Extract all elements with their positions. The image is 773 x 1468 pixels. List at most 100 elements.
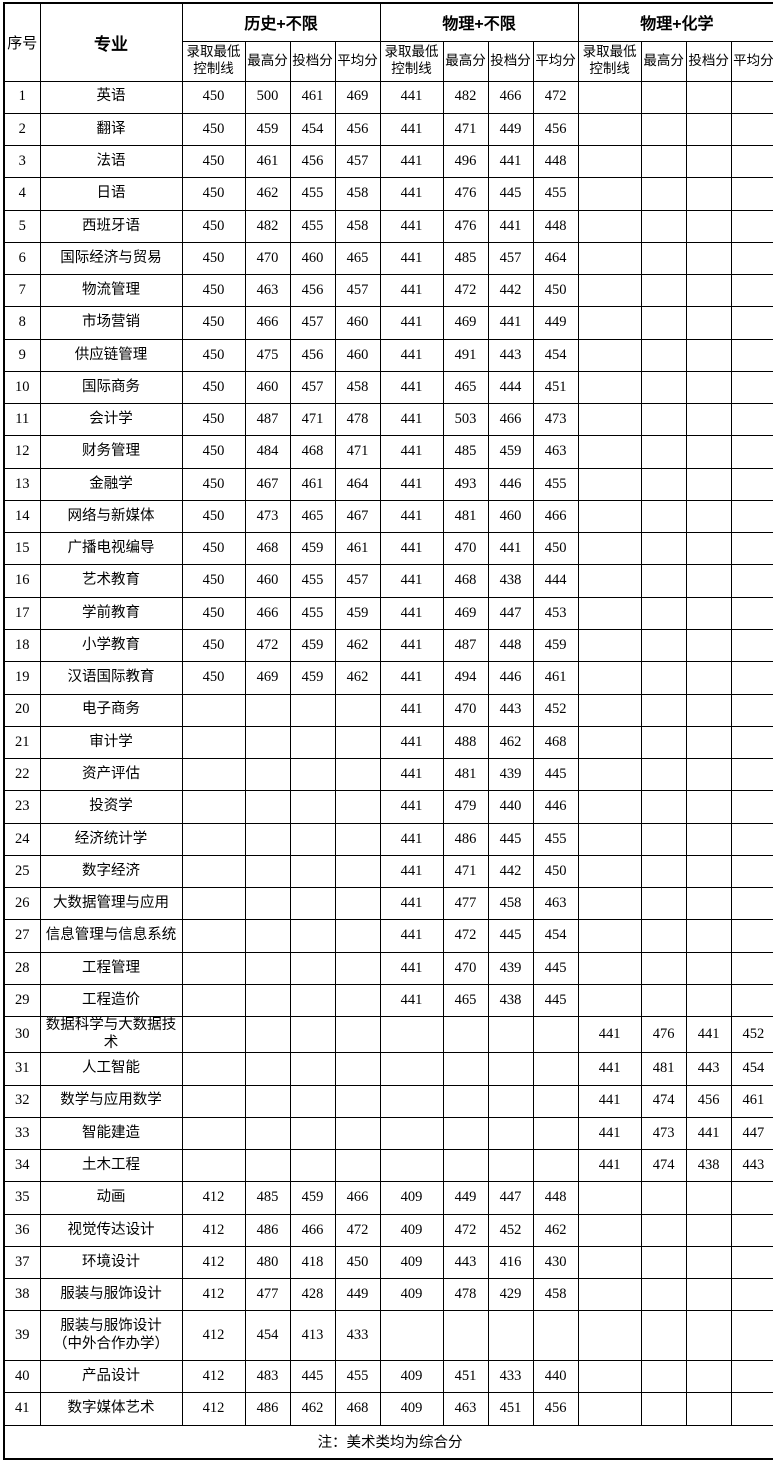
table-row: 15 广播电视编导 450 468 459 461 441 470 441 450	[3, 532, 773, 566]
serial-cell: 5	[3, 209, 41, 243]
table-row: 40 产品设计 412 483 445 455 409 451 433 440	[3, 1359, 773, 1394]
score-cell	[730, 822, 773, 856]
score-cell: 441	[379, 306, 444, 340]
score-cell: 463	[532, 887, 579, 921]
table-row: 20 电子商务 441 470 443 452	[3, 693, 773, 727]
score-cell	[640, 564, 687, 598]
score-cell	[685, 596, 732, 631]
major-cell: 汉语国际教育	[39, 661, 183, 695]
score-cell	[532, 1052, 579, 1086]
score-cell	[577, 370, 642, 405]
col-group-physics-chemistry: 物理+化学	[577, 2, 773, 42]
table-row: 26 大数据管理与应用 441 477 458 463	[3, 887, 773, 921]
score-cell: 487	[244, 403, 291, 437]
table-footer: 注：美术类均为综合分	[3, 1424, 773, 1460]
score-cell: 459	[532, 629, 579, 663]
table-row: 5 西班牙语 450 482 455 458 441 476 441 448	[3, 209, 773, 243]
score-cell: 480	[244, 1245, 291, 1280]
score-cell: 445	[289, 1359, 336, 1394]
score-cell: 478	[442, 1278, 489, 1312]
score-cell: 458	[334, 370, 381, 405]
score-cell	[685, 177, 732, 211]
table-row: 1 英语 450 500 461 469 441 482 466 472	[3, 80, 773, 114]
table-row: 36 视觉传达设计 412 486 466 472 409 472 452 462	[3, 1213, 773, 1247]
score-cell	[577, 596, 642, 631]
table-row: 37 环境设计 412 480 418 450 409 443 416 430	[3, 1245, 773, 1280]
score-cell: 455	[289, 564, 336, 598]
score-cell	[640, 661, 687, 695]
score-cell: 441	[379, 629, 444, 663]
score-cell: 472	[442, 1213, 489, 1247]
score-cell	[577, 822, 642, 856]
score-cell	[730, 435, 773, 469]
score-cell	[577, 1278, 642, 1312]
score-cell	[577, 306, 642, 340]
score-cell: 446	[532, 790, 579, 824]
table-row: 8 市场营销 450 466 457 460 441 469 441 449	[3, 306, 773, 340]
score-cell	[730, 725, 773, 760]
score-cell: 458	[334, 209, 381, 243]
score-cell	[640, 1245, 687, 1280]
score-cell	[181, 887, 246, 921]
score-cell: 418	[289, 1245, 336, 1280]
score-cell	[379, 1052, 444, 1086]
score-cell	[334, 919, 381, 953]
score-cell: 441	[577, 1084, 642, 1118]
col-header-max-score: 最高分	[640, 40, 687, 82]
col-header-avg-score: 平均分	[730, 40, 773, 82]
score-cell: 447	[487, 1181, 534, 1215]
score-cell: 488	[442, 725, 489, 760]
table-header: 序号 专业 历史+不限 物理+不限 物理+化学 录取最低 控制线 最高分 投档分 平均…	[3, 2, 773, 82]
score-cell: 462	[487, 725, 534, 760]
score-cell: 491	[442, 338, 489, 372]
score-cell: 409	[379, 1392, 444, 1426]
major-cell: 服装与服饰设计 （中外合作办学）	[39, 1310, 183, 1361]
score-cell: 441	[379, 403, 444, 437]
major-cell: 智能建造	[39, 1116, 183, 1151]
score-cell: 440	[487, 790, 534, 824]
score-cell: 472	[334, 1213, 381, 1247]
major-cell: 数字经济	[39, 854, 183, 889]
score-cell	[181, 758, 246, 792]
score-cell	[181, 951, 246, 985]
score-cell	[577, 758, 642, 792]
score-cell	[730, 1310, 773, 1361]
major-cell: 数据科学与大数据技术	[39, 1016, 183, 1054]
score-cell	[181, 693, 246, 727]
score-cell	[640, 983, 687, 1018]
score-cell	[730, 629, 773, 663]
score-cell	[577, 629, 642, 663]
score-cell: 449	[487, 112, 534, 147]
score-cell: 462	[334, 661, 381, 695]
major-cell: 信息管理与信息系统	[39, 919, 183, 953]
major-cell: 日语	[39, 177, 183, 211]
major-cell: 数字媒体艺术	[39, 1392, 183, 1426]
score-cell: 412	[181, 1310, 246, 1361]
score-cell	[685, 564, 732, 598]
score-cell	[640, 306, 687, 340]
score-cell: 457	[334, 145, 381, 179]
score-cell: 429	[487, 1278, 534, 1312]
score-cell: 481	[442, 499, 489, 534]
score-cell: 441	[379, 919, 444, 953]
serial-cell: 19	[3, 661, 41, 695]
score-cell: 470	[442, 532, 489, 566]
score-cell	[685, 1278, 732, 1312]
score-cell	[640, 1359, 687, 1394]
score-cell: 461	[334, 532, 381, 566]
major-cell: 服装与服饰设计	[39, 1278, 183, 1312]
score-cell	[685, 1392, 732, 1426]
score-cell: 455	[334, 1359, 381, 1394]
score-cell: 449	[532, 306, 579, 340]
score-cell	[685, 370, 732, 405]
score-cell: 441	[379, 80, 444, 114]
table-row: 19 汉语国际教育 450 469 459 462 441 494 446 461	[3, 661, 773, 695]
score-cell: 474	[640, 1149, 687, 1183]
score-cell	[640, 1392, 687, 1426]
score-cell: 459	[289, 661, 336, 695]
major-cell: 网络与新媒体	[39, 499, 183, 534]
major-cell: 视觉传达设计	[39, 1213, 183, 1247]
score-cell	[577, 661, 642, 695]
score-cell	[685, 919, 732, 953]
score-cell	[730, 274, 773, 308]
